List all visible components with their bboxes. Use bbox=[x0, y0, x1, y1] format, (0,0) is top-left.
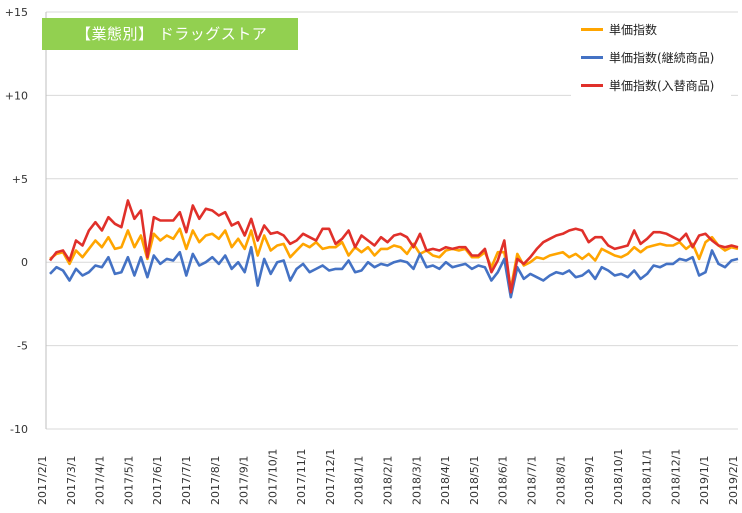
x-tick-label: 2017/8/1 bbox=[209, 456, 222, 505]
x-tick-label: 2018/10/1 bbox=[612, 449, 625, 505]
x-tick-label: 2017/3/1 bbox=[65, 456, 78, 505]
legend-swatch-red bbox=[581, 83, 603, 87]
x-tick-label: 2018/6/1 bbox=[497, 456, 510, 505]
y-tick-label: -10 bbox=[10, 423, 28, 436]
x-tick-label: 2018/11/1 bbox=[641, 449, 654, 505]
y-tick-label: +5 bbox=[12, 173, 28, 186]
x-tick-label: 2018/5/1 bbox=[468, 456, 481, 505]
chart-title: 【業態別】 ドラッグストア bbox=[42, 18, 298, 50]
y-tick-label: -5 bbox=[17, 340, 28, 353]
series-line-2 bbox=[48, 199, 739, 294]
x-tick-label: 2018/12/1 bbox=[669, 449, 682, 505]
y-tick-label: +15 bbox=[5, 6, 28, 19]
x-tick-label: 2017/6/1 bbox=[151, 456, 164, 505]
x-tick-label: 2018/4/1 bbox=[439, 456, 452, 505]
x-tick-label: 2017/4/1 bbox=[94, 456, 107, 505]
series-line-0 bbox=[49, 227, 739, 291]
x-tick-label: 2017/2/1 bbox=[36, 456, 49, 505]
legend-swatch-orange bbox=[581, 27, 603, 31]
legend-label: 単価指数 bbox=[609, 22, 658, 37]
y-tick-label: +10 bbox=[5, 89, 28, 102]
x-tick-label: 2018/1/1 bbox=[353, 456, 366, 505]
series-lines bbox=[48, 199, 739, 299]
y-tick-label: 0 bbox=[21, 256, 28, 269]
legend-swatch-blue bbox=[581, 55, 603, 59]
x-tick-label: 2017/9/1 bbox=[238, 456, 251, 505]
x-tick-label: 2018/9/1 bbox=[583, 456, 596, 505]
x-tick-label: 2018/8/1 bbox=[554, 456, 567, 505]
x-tick-label: 2018/2/1 bbox=[382, 456, 395, 505]
series-line-1 bbox=[49, 245, 739, 299]
legend-label: 単価指数(継続商品) bbox=[609, 50, 715, 65]
x-tick-label: 2019/2/1 bbox=[727, 456, 740, 505]
x-tick-label: 2017/5/1 bbox=[122, 456, 135, 505]
y-axis-ticks: +15 +10 +5 0 -5 -10 bbox=[5, 6, 28, 436]
legend: 単価指数 単価指数(継続商品) 単価指数(入替商品) bbox=[571, 14, 731, 100]
x-tick-label: 2018/7/1 bbox=[525, 456, 538, 505]
legend-item-price-index: 単価指数 bbox=[581, 18, 657, 40]
legend-item-replaced: 単価指数(入替商品) bbox=[581, 74, 714, 96]
x-tick-label: 2017/10/1 bbox=[266, 449, 279, 505]
x-axis-ticks: 2017/2/1 2017/3/1 2017/4/1 2017/5/1 2017/6/1… bbox=[36, 449, 740, 505]
x-tick-label: 2017/11/1 bbox=[295, 449, 308, 505]
legend-label: 単価指数(入替商品) bbox=[609, 78, 715, 93]
x-tick-label: 2017/12/1 bbox=[324, 449, 337, 505]
legend-item-continuing: 単価指数(継続商品) bbox=[581, 46, 714, 68]
x-tick-label: 2018/3/1 bbox=[410, 456, 423, 505]
x-tick-label: 2017/7/1 bbox=[180, 456, 193, 505]
x-tick-label: 2019/1/1 bbox=[698, 456, 711, 505]
